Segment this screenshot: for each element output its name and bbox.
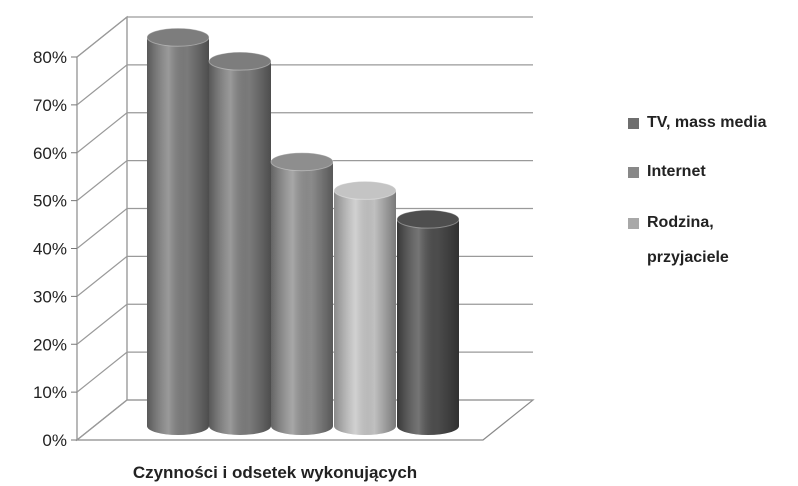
y-tick-label: 30% bbox=[33, 287, 67, 306]
bar-top bbox=[270, 152, 334, 172]
legend-item: Internet bbox=[628, 163, 706, 180]
legend-label: Rodzina, przyjaciele bbox=[647, 214, 729, 266]
bar bbox=[208, 51, 272, 435]
legend: TV, mass media Internet Rodzina, przyjaciel… bbox=[628, 114, 767, 266]
y-tick-label: 70% bbox=[33, 96, 67, 115]
x-axis-label: Czynności i odsetek wykonujących bbox=[133, 463, 417, 482]
bar-top bbox=[208, 51, 272, 71]
bar-shading bbox=[334, 190, 396, 435]
bar-top bbox=[333, 180, 397, 200]
legend-item: Rodzina, przyjaciele bbox=[628, 214, 729, 266]
legend-swatch bbox=[628, 167, 639, 178]
gridline bbox=[76, 112, 533, 154]
legend-swatch bbox=[628, 218, 639, 229]
legend-swatch bbox=[628, 118, 639, 129]
bar-shading bbox=[271, 161, 333, 435]
bar bbox=[270, 152, 334, 435]
y-tick-label: 40% bbox=[33, 240, 67, 259]
bar-shading bbox=[397, 219, 459, 435]
y-tick-label: 60% bbox=[33, 144, 67, 163]
y-tick-label: 0% bbox=[42, 431, 67, 450]
gridline bbox=[76, 160, 533, 202]
y-tick-label: 10% bbox=[33, 383, 67, 402]
bar bbox=[396, 209, 460, 435]
legend-label: Internet bbox=[647, 163, 706, 180]
bar-top bbox=[396, 209, 460, 229]
y-tick-label: 80% bbox=[33, 48, 67, 67]
legend-item: TV, mass media bbox=[628, 114, 767, 131]
y-tick-label: 50% bbox=[33, 192, 67, 211]
bar bbox=[333, 180, 397, 435]
y-tick-label: 20% bbox=[33, 335, 67, 354]
gridline bbox=[76, 64, 533, 106]
gridlines bbox=[76, 16, 533, 441]
bar bbox=[146, 27, 210, 436]
bar-top bbox=[146, 27, 210, 47]
gridline bbox=[76, 16, 533, 58]
bar-shading bbox=[147, 37, 209, 436]
y-axis-ticks: 0% 10% 20% 30% 40% 50% 60% 70% 80% bbox=[33, 48, 77, 450]
legend-label: TV, mass media bbox=[647, 114, 767, 131]
gridline bbox=[76, 207, 533, 249]
bar-shading bbox=[209, 61, 271, 435]
bars bbox=[146, 27, 460, 436]
